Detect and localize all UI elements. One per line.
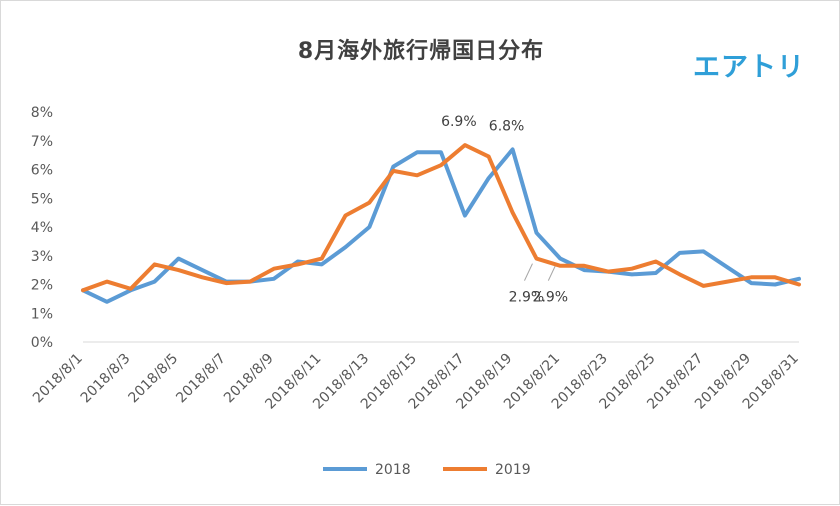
series-line-2018 xyxy=(81,147,801,304)
legend-label-2018: 2018 xyxy=(375,462,411,478)
y-tick-label: 2% xyxy=(31,278,53,294)
data-label: 2.9% xyxy=(509,290,545,306)
y-tick-label: 3% xyxy=(31,249,53,265)
y-tick-label: 7% xyxy=(31,134,53,150)
x-tick-label: 2018/8/7 xyxy=(173,351,229,407)
legend-label-2019: 2019 xyxy=(495,462,531,478)
series-line-2019 xyxy=(81,143,801,293)
y-tick-label: 6% xyxy=(31,163,53,179)
y-tick-label: 5% xyxy=(31,191,53,207)
x-tick-label: 2018/8/3 xyxy=(78,351,134,407)
annotation-leader-line xyxy=(547,263,557,281)
y-tick-label: 0% xyxy=(31,335,53,351)
annotation-leader-line xyxy=(524,263,533,281)
brand-logo: エアトリ xyxy=(693,52,805,83)
data-label: 2.9% xyxy=(533,290,569,306)
y-tick-label: 4% xyxy=(31,220,53,236)
chart-title: 8月海外旅行帰国日分布 xyxy=(297,39,545,64)
y-tick-label: 1% xyxy=(31,306,53,322)
y-tick-label: 8% xyxy=(31,105,53,121)
x-tick-label: 2018/8/5 xyxy=(126,351,182,407)
data-label: 6.8% xyxy=(489,118,525,134)
x-tick-label: 2018/8/1 xyxy=(30,351,86,407)
data-label: 6.9% xyxy=(441,114,477,130)
